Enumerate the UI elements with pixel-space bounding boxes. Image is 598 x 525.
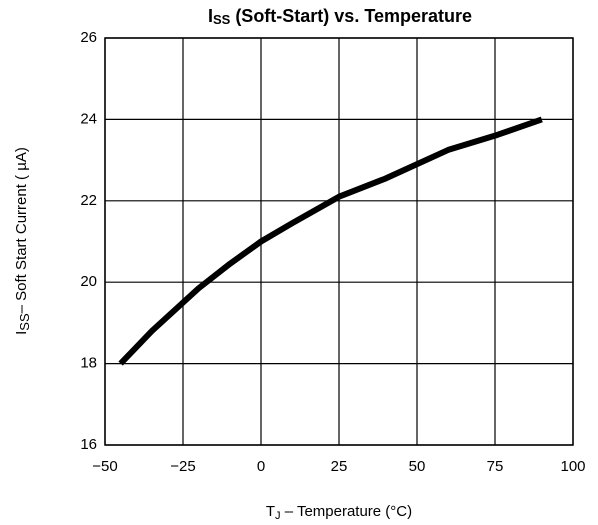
x-tick-label: 0 [257, 458, 265, 475]
chart-title: ISS (Soft-Start) vs. Temperature [208, 6, 472, 28]
y-label-sub: SS [17, 313, 32, 331]
line-series [118, 116, 543, 366]
plot-frame [104, 37, 574, 446]
y-label-part: I [13, 331, 30, 335]
y-label-part: – Soft Start Current ( µA) [13, 147, 30, 313]
x-tick-label: −50 [92, 458, 117, 475]
y-axis-label: ISS– Soft Start Current ( µA) [13, 147, 32, 335]
y-tick-label: 16 [80, 436, 97, 453]
y-tick-label: 18 [80, 355, 97, 372]
x-tick-label: 100 [560, 458, 585, 475]
y-tick-label: 26 [80, 29, 97, 46]
x-tick-label: 50 [409, 458, 426, 475]
x-tick-label: 75 [487, 458, 504, 475]
x-label-sub: J [275, 510, 281, 522]
y-tick-label: 24 [80, 110, 97, 127]
x-tick-label: 25 [331, 458, 348, 475]
y-tick-label: 22 [80, 192, 97, 209]
y-tick-label: 20 [80, 273, 97, 290]
x-label-part: – Temperature (°C) [281, 503, 413, 520]
x-axis-label: TJ – Temperature (°C) [266, 503, 412, 522]
title-sub: SS [213, 12, 231, 27]
x-tick-label: −25 [170, 458, 195, 475]
title-part: I [208, 6, 213, 26]
x-label-part: T [266, 503, 275, 520]
title-part: (Soft-Start) vs. Temperature [230, 6, 472, 26]
